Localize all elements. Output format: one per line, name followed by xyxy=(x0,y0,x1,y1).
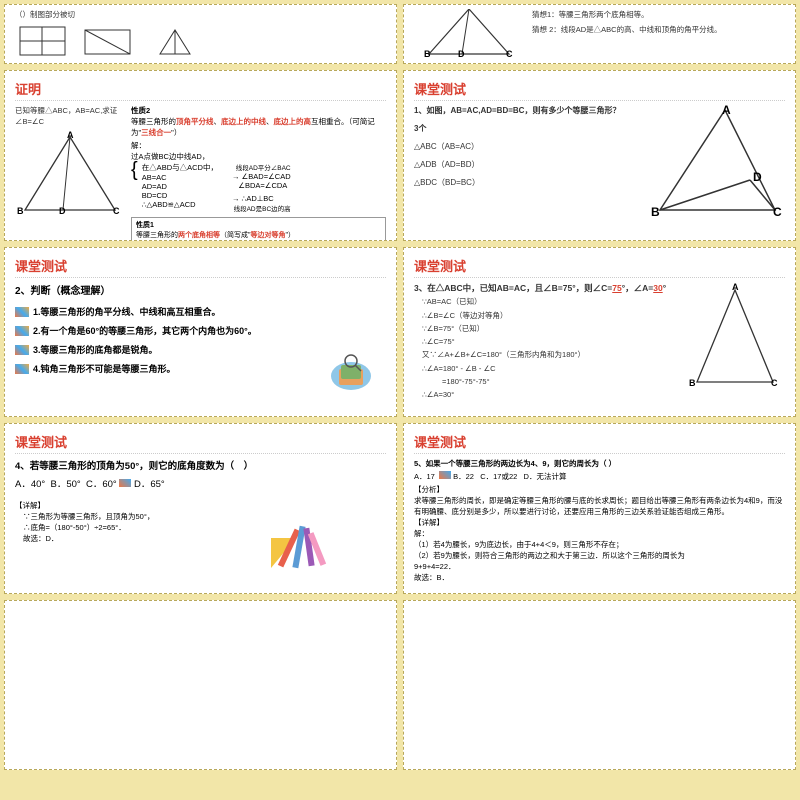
bottom-left xyxy=(4,600,397,771)
proof-title: 证明 xyxy=(15,79,386,101)
proof-card: 证明 已知等腰△ABC，AB=AC,求证∠B=∠C A B C D 性质2 xyxy=(4,70,397,241)
top-card-left: （）制图部分被切 xyxy=(4,4,397,64)
test1-card: 课堂测试 1、如图，AB=AC,AD=BD=BC，则有多少个等腰三角形？ 3个 … xyxy=(403,70,796,241)
vertex-c: C xyxy=(506,49,513,59)
test5-card: 课堂测试 5、如果一个等腰三角形的两边长为4、9，则它的周长为（ ） A．17 … xyxy=(403,423,796,594)
q3: 3、在△ABC中，已知AB=AC，且∠B=75°，则∠C=75°，∠A=30° xyxy=(414,282,679,295)
vertex-b: B xyxy=(424,49,431,59)
top-left-hint: （）制图部分被切 xyxy=(15,9,386,20)
prop2-body: 等腰三角形的顶角平分线、底边上的中线、底边上的高互相重合。（可简记为"三线合一"… xyxy=(131,117,375,137)
opts4: A．40° B．50° C．60° D．65° xyxy=(15,476,386,490)
slide-grid: （）制图部分被切 B C D 猜想1：等腰三角形两个底角相等。 xyxy=(4,4,796,796)
test2-card: 课堂测试 2、判断（概念理解） 1.等腰三角形的角平分线、中线和高互相重合。 2… xyxy=(4,247,397,418)
opts5: A．17 B．22 C．17或22 D．无法计算 xyxy=(414,471,785,482)
books-icon xyxy=(321,351,381,401)
test3-card: 课堂测试 3、在△ABC中，已知AB=AC，且∠B=75°，则∠C=75°，∠A… xyxy=(403,247,796,418)
guess1: 猜想1：等腰三角形两个底角相等。 xyxy=(532,9,785,20)
bottom-right xyxy=(403,600,796,771)
test4-card: 课堂测试 4、若等腰三角形的顶角为50°，则它的底角度数为（ ） A．40° B… xyxy=(4,423,397,594)
pencils-icon xyxy=(266,518,336,573)
given: 已知等腰△ABC，AB=AC,求证∠B=∠C xyxy=(15,105,125,128)
top-card-right: B C D 猜想1：等腰三角形两个底角相等。 猜想 2：线段AD是△ABC的高、… xyxy=(403,4,796,64)
vertex-d: D xyxy=(458,49,465,59)
guess2: 猜想 2：线段AD是△ABC的高、中线和顶角的角平分线。 xyxy=(532,24,785,35)
